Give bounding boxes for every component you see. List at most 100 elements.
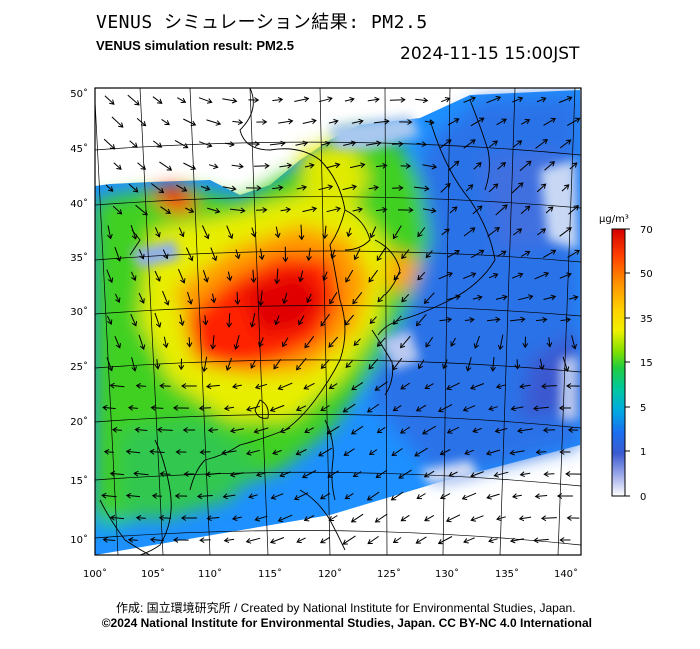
wind-arrow-icon bbox=[125, 448, 141, 455]
wind-arrow-icon bbox=[328, 383, 338, 389]
wind-arrow-icon bbox=[205, 383, 220, 390]
wind-arrow-icon bbox=[295, 449, 307, 456]
wind-arrow-icon bbox=[222, 185, 237, 192]
wind-arrow-icon bbox=[103, 138, 116, 150]
wind-arrow-icon bbox=[463, 227, 476, 237]
lat-label-50: 50˚ bbox=[70, 88, 88, 100]
wind-arrow-icon bbox=[353, 338, 361, 346]
wind-arrow-icon bbox=[509, 316, 526, 323]
wind-arrow-icon bbox=[437, 404, 453, 413]
wind-arrow-icon bbox=[221, 449, 237, 456]
wind-arrow-icon bbox=[415, 313, 427, 327]
wind-arrow-icon bbox=[470, 515, 484, 522]
wind-arrow-icon bbox=[208, 163, 219, 170]
wind-arrow-icon bbox=[488, 405, 498, 411]
wind-arrow-icon bbox=[522, 336, 529, 349]
wind-arrow-icon bbox=[231, 383, 242, 390]
wind-arrow-icon bbox=[111, 116, 124, 128]
wind-arrow-icon bbox=[441, 97, 451, 103]
wind-arrow-icon bbox=[273, 358, 282, 370]
wind-arrow-icon bbox=[393, 271, 401, 281]
wind-arrow-icon bbox=[392, 357, 403, 371]
wind-arrow-icon bbox=[541, 383, 557, 390]
wind-arrow-icon bbox=[246, 405, 260, 412]
map-frame bbox=[94, 87, 582, 556]
wind-arrow-icon bbox=[131, 357, 137, 372]
wind-arrow-icon bbox=[521, 119, 531, 125]
wind-arrow-icon bbox=[424, 514, 435, 522]
wind-arrow-icon bbox=[350, 425, 364, 435]
wind-arrow-icon bbox=[253, 162, 270, 169]
wind-arrow-icon bbox=[566, 383, 580, 389]
wind-arrow-icon bbox=[535, 449, 547, 456]
wind-arrow-icon bbox=[447, 118, 460, 126]
wind-arrow-icon bbox=[185, 207, 195, 213]
wind-arrow-icon bbox=[320, 313, 331, 327]
wind-arrow-icon bbox=[199, 537, 211, 544]
wind-arrow-icon bbox=[278, 118, 294, 125]
colorbar-unit: µg/m³ bbox=[599, 214, 629, 225]
wind-arrow-icon bbox=[318, 447, 333, 457]
lat-label-15: 15˚ bbox=[70, 475, 88, 487]
wind-arrow-icon bbox=[109, 382, 125, 389]
wind-arrow-icon bbox=[538, 358, 545, 371]
wind-arrow-icon bbox=[298, 315, 305, 326]
wind-arrow-icon bbox=[320, 141, 331, 147]
latitude-labels: 50˚ 45˚ 40˚ 35˚ 30˚ 25˚ 20˚ 15˚ 10˚ bbox=[70, 88, 88, 546]
wind-arrow-icon bbox=[202, 315, 209, 326]
wind-arrow-icon bbox=[496, 118, 507, 126]
colorbar-tick-70: 70 bbox=[640, 225, 653, 236]
wind-arrow-icon bbox=[328, 118, 339, 125]
wind-arrow-icon bbox=[176, 184, 188, 192]
wind-arrow-icon bbox=[416, 493, 426, 500]
wind-arrow-icon bbox=[366, 403, 380, 413]
wind-arrow-icon bbox=[114, 336, 121, 349]
wind-arrow-icon bbox=[231, 515, 242, 522]
wind-arrow-icon bbox=[495, 383, 507, 390]
wind-arrow-icon bbox=[511, 493, 522, 500]
wind-arrow-icon bbox=[346, 227, 352, 238]
wind-arrow-icon bbox=[368, 184, 380, 191]
wind-arrow-icon bbox=[399, 119, 413, 125]
wind-arrow-icon bbox=[201, 225, 210, 240]
wind-arrow-icon bbox=[135, 382, 147, 389]
wind-arrow-icon bbox=[376, 247, 386, 262]
wind-arrow-icon bbox=[135, 204, 148, 216]
wind-arrow-icon bbox=[295, 405, 307, 412]
wind-arrow-icon bbox=[417, 271, 426, 281]
wind-arrow-icon bbox=[567, 249, 581, 258]
wind-arrow-icon bbox=[462, 405, 476, 412]
wind-arrow-icon bbox=[351, 118, 364, 125]
wind-arrow-icon bbox=[439, 493, 451, 500]
wind-arrow-icon bbox=[441, 228, 450, 236]
wind-arrow-icon bbox=[400, 426, 411, 434]
colorbar-gradient bbox=[611, 228, 626, 497]
wind-arrow-icon bbox=[497, 334, 504, 351]
wind-arrow-icon bbox=[418, 359, 425, 370]
wind-arrow-icon bbox=[558, 96, 573, 104]
wind-arrow-icon bbox=[279, 162, 293, 169]
wind-arrow-icon bbox=[463, 537, 475, 544]
wind-arrow-icon bbox=[520, 250, 531, 257]
wind-arrow-icon bbox=[422, 207, 437, 214]
wind-arrow-icon bbox=[206, 515, 220, 522]
colorbar-tick-0: 0 bbox=[640, 492, 646, 503]
wind-arrow-icon bbox=[280, 206, 292, 213]
wind-arrow-icon bbox=[177, 268, 186, 284]
wind-arrow-icon bbox=[487, 227, 500, 237]
wind-arrow-icon bbox=[345, 360, 353, 368]
wind-arrow-icon bbox=[425, 336, 434, 348]
wind-arrow-icon bbox=[180, 515, 197, 521]
wind-arrow-icon bbox=[250, 359, 256, 369]
wind-arrow-icon bbox=[368, 358, 379, 370]
wind-arrow-icon bbox=[509, 449, 525, 456]
wind-arrow-icon bbox=[205, 471, 221, 478]
wind-arrow-icon bbox=[543, 294, 557, 301]
wind-arrow-icon bbox=[400, 163, 412, 169]
wind-arrow-icon bbox=[233, 334, 240, 350]
wind-arrow-icon bbox=[367, 535, 379, 545]
wind-arrow-icon bbox=[344, 96, 355, 103]
wind-arrow-icon bbox=[559, 537, 571, 543]
wind-arrow-icon bbox=[181, 383, 197, 389]
wind-arrow-icon bbox=[464, 449, 474, 456]
